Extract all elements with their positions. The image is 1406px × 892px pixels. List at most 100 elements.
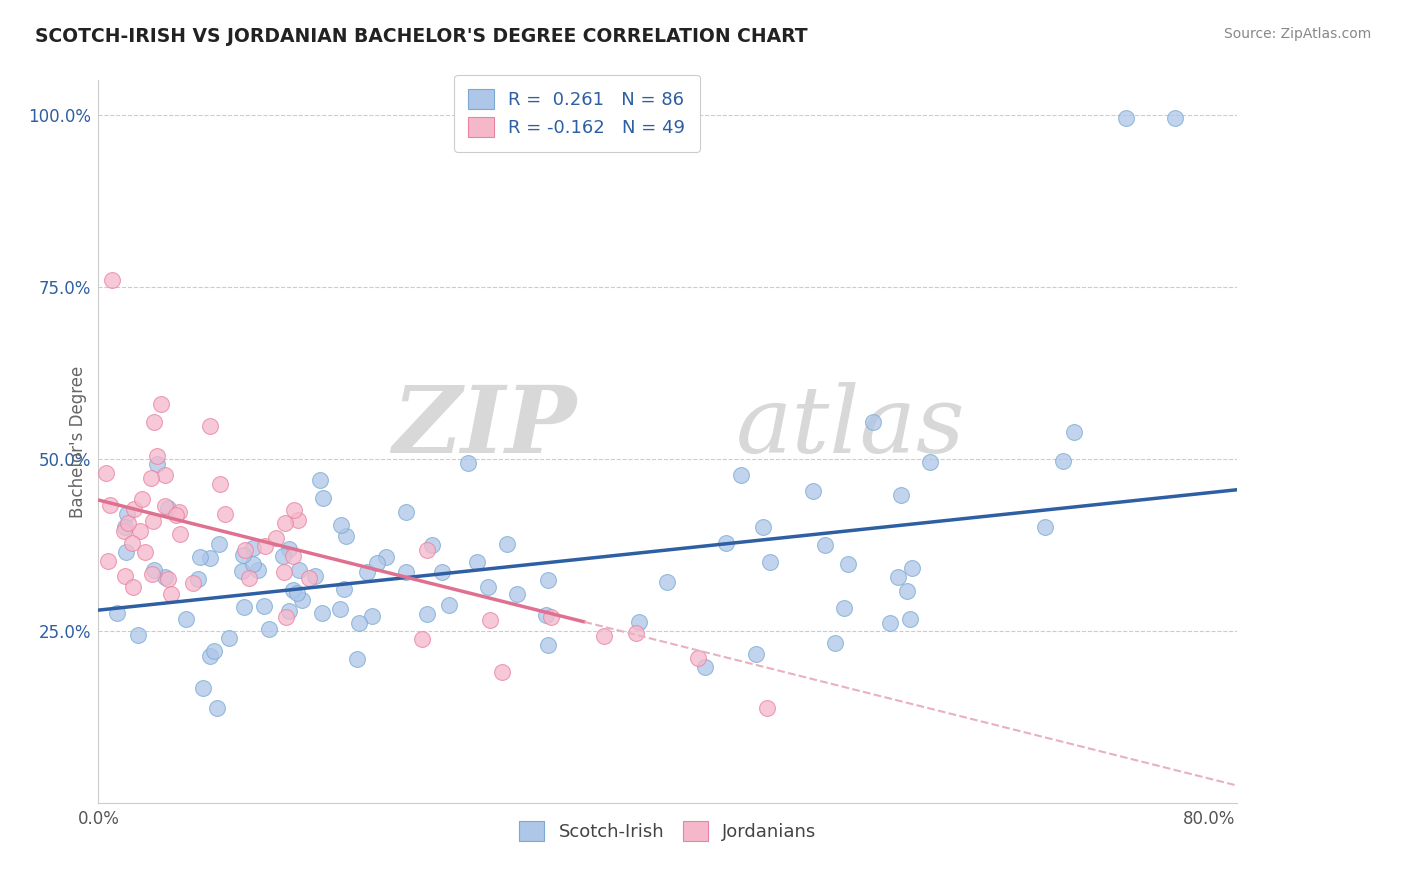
Point [214, 507, 236, 521]
Point [264, 531, 287, 545]
Point [347, 615, 370, 630]
Point [1164, 111, 1187, 125]
Point [114, 520, 136, 534]
Point [420, 538, 443, 552]
Point [333, 582, 356, 596]
Point [157, 572, 180, 586]
Point [837, 557, 859, 571]
Point [114, 569, 136, 583]
Point [879, 615, 901, 630]
Point [247, 563, 270, 577]
Point [814, 538, 837, 552]
Point [890, 487, 912, 501]
Point [824, 636, 846, 650]
Point [115, 507, 138, 521]
Text: Source: ZipAtlas.com: Source: ZipAtlas.com [1223, 27, 1371, 41]
Point [283, 502, 305, 516]
Point [94, 467, 117, 481]
Point [285, 585, 308, 599]
Point [537, 573, 560, 587]
Point [153, 570, 176, 584]
Point [153, 467, 176, 482]
Point [291, 593, 314, 607]
Point [491, 665, 513, 680]
Point [253, 539, 276, 553]
Point [592, 629, 614, 643]
Point [346, 652, 368, 666]
Point [759, 555, 782, 569]
Point [231, 564, 253, 578]
Point [361, 609, 384, 624]
Point [457, 456, 479, 470]
Point [1035, 520, 1057, 534]
Point [756, 701, 779, 715]
Point [898, 612, 921, 626]
Point [271, 549, 294, 563]
Point [242, 541, 264, 556]
Point [98, 498, 121, 512]
Point [153, 499, 176, 513]
Point [218, 631, 240, 645]
Point [101, 273, 124, 287]
Point [273, 565, 295, 579]
Text: SCOTCH-IRISH VS JORDANIAN BACHELOR'S DEGREE CORRELATION CHART: SCOTCH-IRISH VS JORDANIAN BACHELOR'S DEG… [35, 27, 808, 45]
Point [311, 606, 333, 620]
Point [238, 571, 260, 585]
Point [198, 550, 221, 565]
Point [534, 608, 557, 623]
Point [169, 526, 191, 541]
Point [176, 612, 198, 626]
Point [1063, 425, 1085, 440]
Point [744, 647, 766, 661]
Point [477, 580, 499, 594]
Point [411, 632, 433, 646]
Point [430, 566, 453, 580]
Point [122, 502, 145, 516]
Point [242, 557, 264, 571]
Point [730, 467, 752, 482]
Point [416, 543, 439, 558]
Point [356, 565, 378, 579]
Point [121, 580, 143, 594]
Point [465, 555, 488, 569]
Point [146, 449, 169, 463]
Point [278, 541, 301, 556]
Point [142, 514, 165, 528]
Point [127, 628, 149, 642]
Point [896, 584, 918, 599]
Point [187, 572, 209, 586]
Point [97, 554, 120, 568]
Point [278, 604, 301, 618]
Point [901, 561, 924, 575]
Point [887, 569, 910, 583]
Point [329, 517, 352, 532]
Point [142, 563, 165, 577]
Point [752, 520, 775, 534]
Point [208, 536, 231, 550]
Y-axis label: Bachelor's Degree: Bachelor's Degree [69, 366, 87, 517]
Point [146, 457, 169, 471]
Point [862, 415, 884, 429]
Point [540, 610, 562, 624]
Point [479, 613, 502, 627]
Point [287, 513, 309, 527]
Point [274, 609, 297, 624]
Point [1115, 111, 1137, 125]
Point [416, 607, 439, 621]
Point [167, 505, 190, 519]
Point [121, 535, 143, 549]
Point [395, 505, 418, 519]
Point [141, 567, 163, 582]
Point [283, 583, 305, 598]
Point [165, 508, 187, 523]
Point [395, 565, 418, 579]
Point [281, 549, 304, 564]
Point [202, 644, 225, 658]
Point [716, 536, 738, 550]
Point [366, 556, 388, 570]
Point [181, 575, 204, 590]
Point [198, 419, 221, 434]
Point [193, 681, 215, 696]
Point [157, 501, 180, 516]
Point [832, 601, 855, 615]
